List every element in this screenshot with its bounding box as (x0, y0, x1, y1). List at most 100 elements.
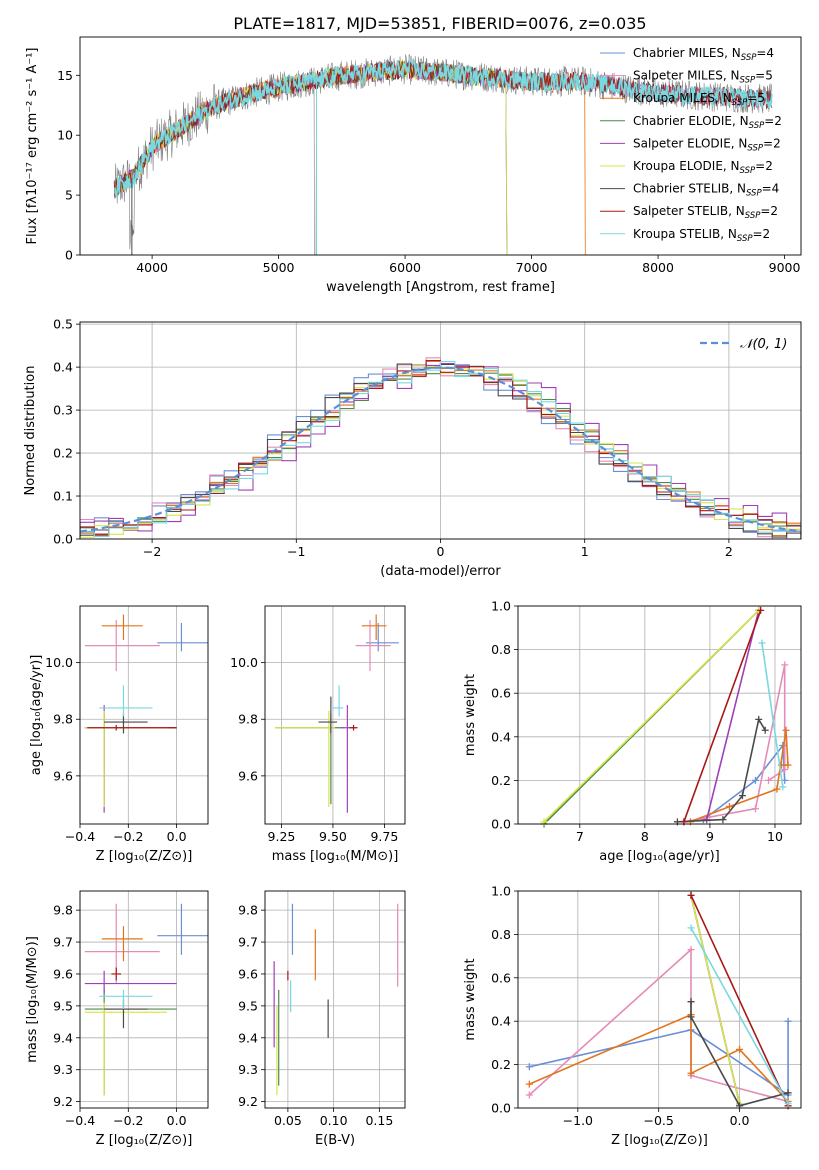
y-tick-label: 0.0 (491, 1101, 511, 1116)
mass-weight-point (782, 726, 790, 734)
y-tick-label: 9.8 (238, 712, 258, 727)
panel-mw-vs-age: 7 8 9 10 0.0 0.2 0.4 0.6 0.8 1.0 age [log₁₀(age/yr… (463, 599, 802, 864)
x-tick-label: 9.50 (319, 829, 347, 844)
x-tick-label: 1 (581, 544, 589, 559)
y-tick-label: 9.3 (238, 1062, 258, 1077)
y-tick-label: 0.3 (53, 403, 73, 418)
legend-label: Chabrier STELIB, NSSP=4 (633, 182, 779, 199)
x-axis-label: Z [log₁₀(Z/Z⊙)] (96, 849, 193, 864)
model-spectrum (113, 58, 773, 198)
x-tick-label: 0.10 (320, 1113, 348, 1128)
panel-mass-vs-z: −0.4 −0.2 0.0 9.2 9.3 9.4 9.5 9.6 9.7 9.8 Z [log₁₀… (25, 890, 209, 1148)
x-tick-label: 9 (706, 829, 714, 844)
x-tick-label: 7 (576, 829, 584, 844)
y-tick-label: 9.2 (53, 1094, 73, 1109)
mass-weight-point (719, 816, 727, 824)
legend: Chabrier MILES, NSSP=4 Salpeter MILES, NS… (600, 46, 782, 244)
mass-weight-point (525, 1091, 533, 1099)
x-tick-label: 10 (767, 829, 783, 844)
panel-histogram: −2 −1 0 1 2 0.0 0.1 0.2 0.3 0.4 0.5 (data-model)/er… (23, 317, 802, 579)
legend-label: Salpeter MILES, NSSP=5 (633, 69, 773, 86)
mass-weight-point (781, 766, 789, 773)
y-tick-label: 0.2 (53, 446, 73, 461)
y-tick-label: 9.5 (238, 998, 258, 1013)
x-tick-label: 0.05 (274, 1113, 302, 1128)
panel-age-vs-mass: 9.25 9.50 9.75 9.6 9.8 10.0 mass [log₁₀(M/M⊙)] (230, 605, 406, 864)
x-axis-label: Z [log₁₀(Z/Z⊙)] (96, 1133, 193, 1148)
mass-weight-series (761, 642, 784, 788)
mass-weight-series (690, 894, 789, 1107)
mass-weight-point (525, 1063, 533, 1071)
y-tick-label: 0.6 (491, 970, 511, 985)
legend-label: Chabrier MILES, NSSP=4 (633, 46, 774, 63)
x-tick-label: 8000 (642, 260, 674, 275)
legend-label: Kroupa STELIB, NSSP=2 (633, 227, 770, 244)
histogram-steps (80, 357, 801, 539)
mass-weight-point (761, 726, 769, 734)
mass-weight-series (529, 1021, 789, 1097)
mass-weight-point (773, 785, 781, 793)
mass-weight-point (764, 776, 772, 784)
legend-label: Salpeter STELIB, NSSP=2 (633, 204, 778, 221)
y-tick-label: 10 (57, 128, 73, 143)
y-tick-label: 0.6 (491, 686, 511, 701)
x-tick-label: 0.0 (167, 1113, 187, 1128)
legend-label: 𝒩(0, 1) (740, 337, 787, 352)
plot-frame (79, 36, 802, 256)
panel-age-vs-z: −0.4 −0.2 0.0 9.6 9.8 10.0 Z [log₁₀(Z/Z⊙)] age … (29, 605, 209, 864)
errorbars (84, 614, 208, 813)
x-tick-label: 4000 (136, 260, 168, 275)
y-tick-label: 9.7 (238, 935, 258, 950)
mass-weight-point (687, 998, 695, 1006)
mass-weight-point (755, 715, 763, 723)
mass-weight-series (543, 609, 760, 823)
mass-weight-lines (525, 891, 792, 1110)
mass-weight-point (687, 946, 695, 954)
x-tick-label: 0.15 (365, 1113, 393, 1128)
x-tick-label: −0.5 (644, 1113, 674, 1128)
mass-weight-series (702, 743, 786, 821)
y-tick-label: 9.6 (238, 768, 258, 783)
mass-weight-series (705, 610, 760, 820)
y-tick-label: 5 (65, 188, 73, 203)
errorbars (273, 903, 399, 1096)
x-tick-label: 9.25 (268, 829, 296, 844)
mass-weight-point (781, 661, 789, 669)
y-axis-label: age [log₁₀(age/yr)] (29, 655, 44, 776)
mass-weight-point (751, 805, 759, 813)
legend: 𝒩(0, 1) (700, 337, 787, 352)
x-tick-label: −2 (143, 544, 161, 559)
y-tick-label: 9.3 (53, 1062, 73, 1077)
y-tick-label: 0.8 (491, 642, 511, 657)
y-tick-label: 9.6 (53, 966, 73, 981)
x-tick-label: 0 (437, 544, 445, 559)
y-tick-label: 0.5 (53, 317, 73, 332)
x-tick-label: −0.2 (113, 1113, 143, 1128)
x-tick-label: −1 (287, 544, 305, 559)
y-tick-label: 10.0 (230, 655, 258, 670)
mass-weight-series (690, 1001, 789, 1107)
x-tick-label: −0.4 (65, 1113, 95, 1128)
x-tick-label: 9.75 (370, 829, 398, 844)
mass-weight-series (690, 927, 789, 1105)
x-tick-label: 2 (725, 544, 733, 559)
mass-weight-point (687, 1013, 695, 1021)
y-tick-label: 0.4 (491, 1014, 511, 1029)
y-tick-label: 0.4 (53, 360, 73, 375)
x-axis-label: E(B-V) (315, 1133, 355, 1148)
x-axis-label: age [log₁₀(age/yr)] (599, 849, 720, 864)
x-axis-label: (data-model)/error (380, 564, 501, 579)
y-axis-label: Flux [fλ10⁻¹⁷ erg cm⁻² s⁻¹ A⁻¹] (25, 48, 40, 245)
figure-title: PLATE=1817, MJD=53851, FIBERID=0076, z=0… (233, 14, 646, 33)
legend-label: Kroupa ELODIE, NSSP=2 (633, 159, 773, 176)
mass-weight-point (687, 891, 695, 899)
gaussian-curve (80, 366, 801, 533)
mass-weight-point (784, 1089, 792, 1097)
mass-weight-point (758, 639, 766, 647)
y-tick-label: 0 (65, 248, 73, 263)
y-tick-label: 9.8 (53, 712, 73, 727)
mass-weight-point (779, 783, 787, 791)
plot-frame (79, 890, 209, 1109)
x-tick-label: 7000 (516, 260, 548, 275)
